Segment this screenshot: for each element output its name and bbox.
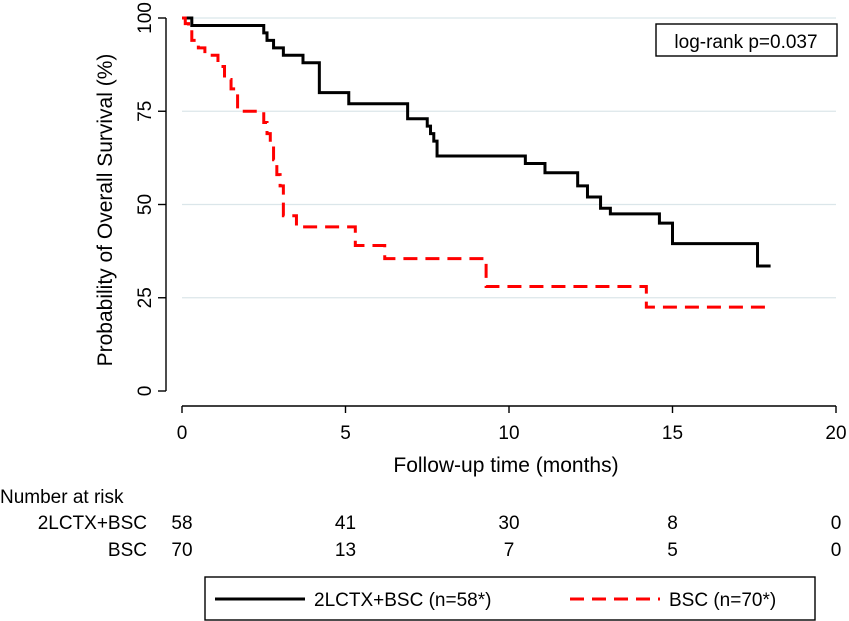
y-axis-title: Probability of Overall Survival (%) bbox=[94, 54, 117, 367]
risk-count: 58 bbox=[171, 513, 192, 534]
y-tick-label-75: 75 bbox=[135, 101, 156, 122]
y-tick-label-50: 50 bbox=[135, 194, 156, 215]
risk-count: 0 bbox=[831, 540, 842, 561]
gridlines bbox=[182, 17, 836, 299]
x-tick-label-5: 5 bbox=[340, 423, 351, 444]
x-tick-label-0: 0 bbox=[177, 423, 188, 444]
risk-count: 30 bbox=[498, 513, 519, 534]
legend-label-bsc: BSC (n=70*) bbox=[669, 590, 776, 611]
risk-count: 70 bbox=[171, 540, 192, 561]
risk-table-title: Number at risk bbox=[0, 487, 124, 508]
risk-row-label: 2LCTX+BSC bbox=[38, 513, 147, 534]
legend: 2LCTX+BSC (n=58*) BSC (n=70*) bbox=[204, 576, 816, 621]
risk-count: 8 bbox=[667, 513, 678, 534]
plot-series bbox=[182, 16, 771, 309]
y-tick-label-0: 0 bbox=[135, 386, 156, 397]
risk-count: 41 bbox=[335, 513, 356, 534]
logrank-annotation: log-rank p=0.037 bbox=[674, 32, 817, 53]
x-axis-title: Follow-up time (months) bbox=[393, 454, 618, 477]
risk-count: 13 bbox=[335, 540, 356, 561]
x-tick-label-10: 10 bbox=[498, 423, 519, 444]
legend-label-2lctx: 2LCTX+BSC (n=58*) bbox=[314, 590, 491, 611]
series-line-2lctx-bsc bbox=[182, 16, 771, 268]
annotation-box bbox=[655, 23, 838, 57]
x-tick-label-15: 15 bbox=[662, 423, 683, 444]
y-tick-label-100: 100 bbox=[135, 2, 156, 34]
y-tick-label-25: 25 bbox=[135, 287, 156, 308]
axes: 0 25 50 75 100 0 5 10 15 20 bbox=[135, 2, 847, 444]
risk-count: 7 bbox=[504, 540, 515, 561]
risk-row-label: BSC bbox=[108, 540, 147, 561]
legend-box bbox=[204, 576, 816, 621]
x-tick-label-20: 20 bbox=[825, 423, 846, 444]
series-line-bsc bbox=[182, 16, 771, 309]
risk-count: 5 bbox=[667, 540, 678, 561]
risk-count: 0 bbox=[831, 513, 842, 534]
